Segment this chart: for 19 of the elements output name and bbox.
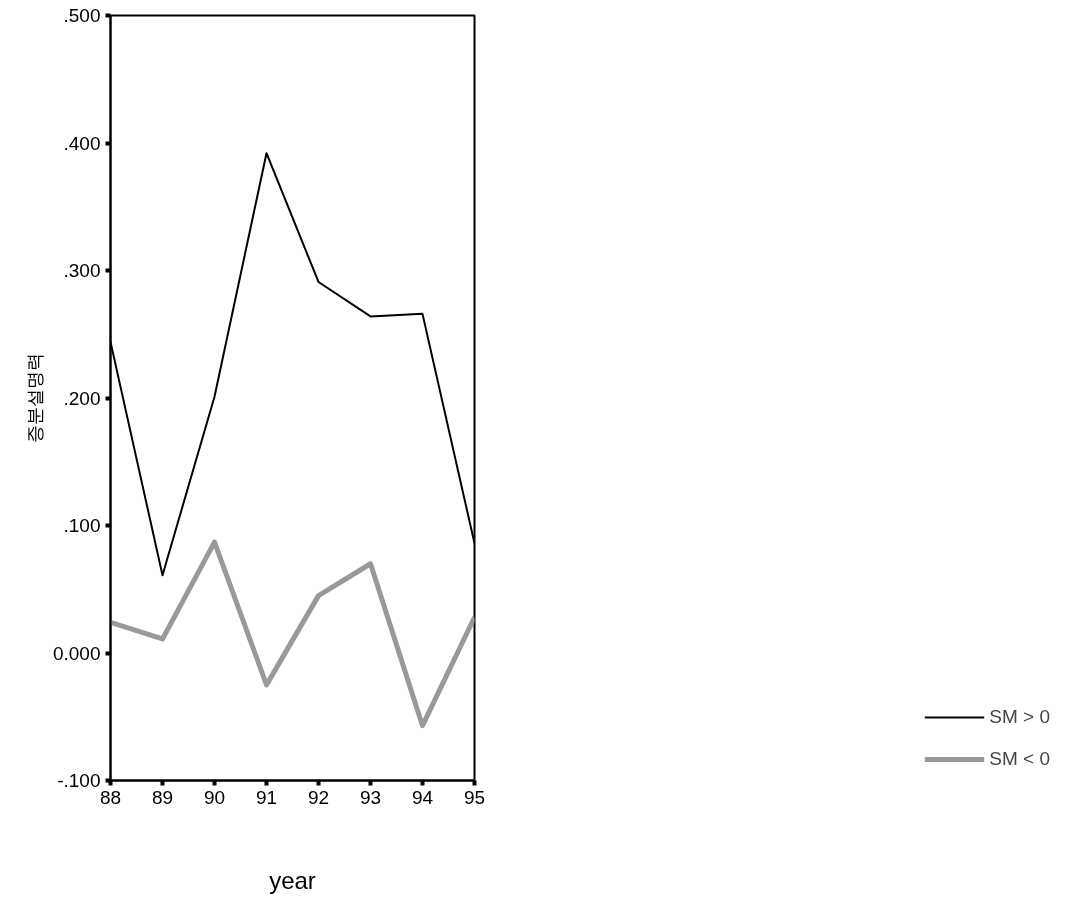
x-tick-label: 91 [255,786,278,808]
y-axis-title: 증분설명력 [24,353,45,443]
y-tick-label: .100 [63,515,101,536]
x-tick-label: 90 [203,786,226,808]
y-tick-label: .400 [63,132,101,154]
y-tick-label: 0.000 [52,642,101,664]
legend-label: SM > 0 [989,706,1050,728]
y-tick-label: .300 [63,260,101,281]
y-tick-label: .500 [63,5,101,26]
x-axis-title: year [269,866,316,894]
x-tick-label: 93 [359,786,382,808]
x-tick-label: 89 [151,786,174,808]
x-tick-label: 88 [99,786,122,808]
x-tick-label: 92 [307,786,330,808]
y-tick-label: -.100 [57,770,101,791]
x-tick-label: 94 [411,786,434,808]
legend-label: SM < 0 [989,748,1050,770]
x-tick-label: 95 [463,786,486,808]
y-tick-label: .200 [63,387,101,409]
